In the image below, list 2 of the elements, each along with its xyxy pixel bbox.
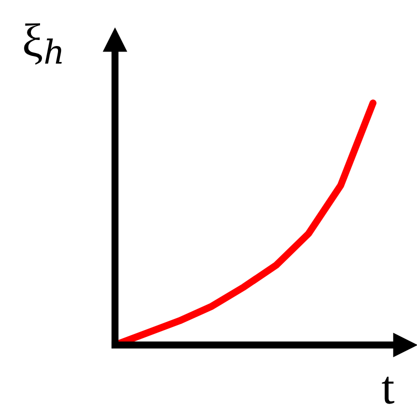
y-axis-title: ξ$_{h}$ [24, 23, 62, 65]
x-axis-title: t [382, 376, 394, 404]
